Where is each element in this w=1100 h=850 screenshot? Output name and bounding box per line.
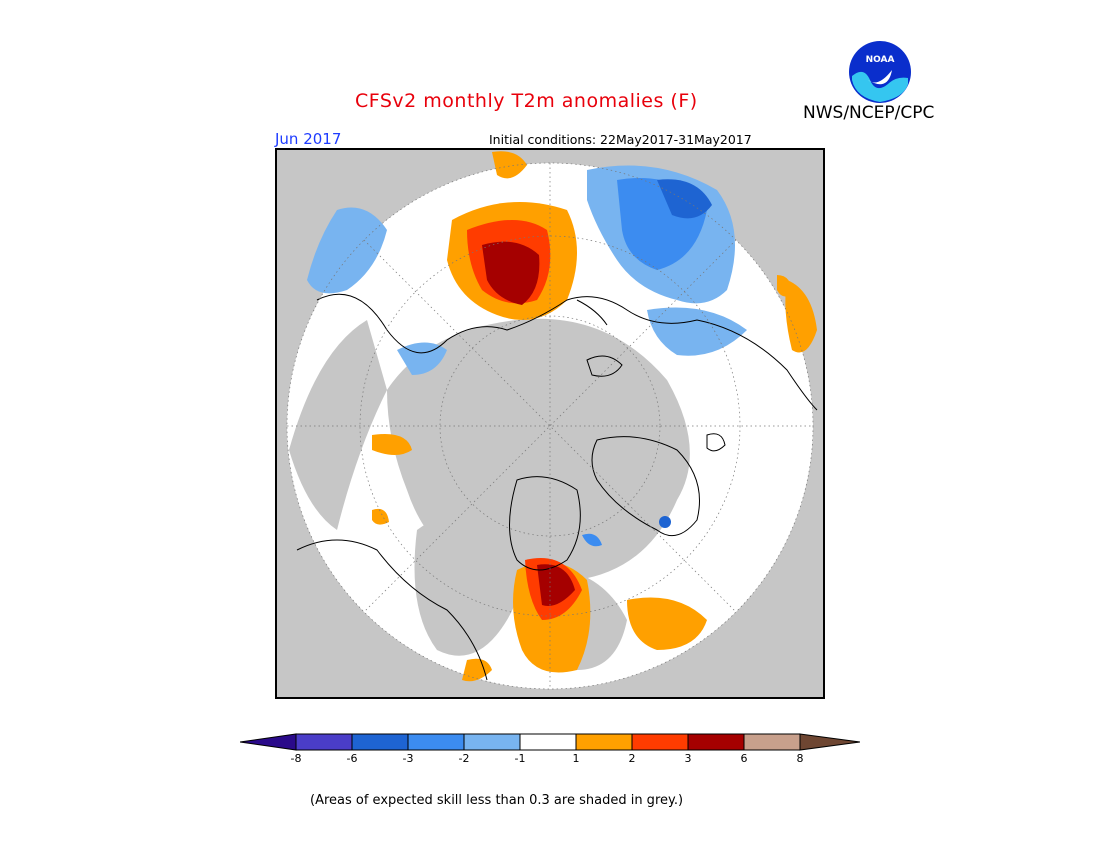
skill-note: (Areas of expected skill less than 0.3 a…: [310, 793, 684, 808]
polar-map: [275, 148, 825, 699]
colorbar-arrow-high: [799, 733, 860, 751]
colorbar-box: [631, 733, 689, 751]
colorbar-box: [687, 733, 745, 751]
coastlines: [296, 293, 818, 681]
colorbar-tick-label: -1: [514, 752, 526, 765]
colorbar-box: [519, 733, 577, 751]
colorbar-box: [463, 733, 521, 751]
colorbar-tick-label: -2: [458, 752, 470, 765]
colorbar-box: [351, 733, 409, 751]
colorbar-box: [407, 733, 465, 751]
colorbar-box: [743, 733, 801, 751]
initial-conditions: Initial conditions: 22May2017-31May2017: [489, 132, 752, 147]
colorbar-tick-label: 3: [684, 752, 692, 765]
graticule: [286, 162, 814, 690]
valid-month: Jun 2017: [275, 130, 342, 148]
chart-title: CFSv2 monthly T2m anomalies (F): [355, 90, 698, 112]
colorbar: [240, 733, 860, 751]
colorbar-tick-label: 6: [740, 752, 748, 765]
cool-anomalies: [307, 165, 747, 547]
colorbar-arrow-low: [240, 733, 297, 751]
colorbar-tick-label: -6: [346, 752, 358, 765]
colorbar-tick-label: 8: [796, 752, 804, 765]
agency-label: NWS/NCEP/CPC: [803, 103, 935, 123]
warm-anomalies: [372, 151, 817, 682]
colorbar-box: [575, 733, 633, 751]
colorbar-tick-label: -8: [290, 752, 302, 765]
noaa-logo: NOAA: [849, 41, 911, 103]
logo-text: NOAA: [866, 55, 895, 65]
colorbar-box: [295, 733, 353, 751]
colorbar-tick-label: 2: [628, 752, 636, 765]
colorbar-tick-label: -3: [402, 752, 414, 765]
colorbar-tick-label: 1: [572, 752, 580, 765]
